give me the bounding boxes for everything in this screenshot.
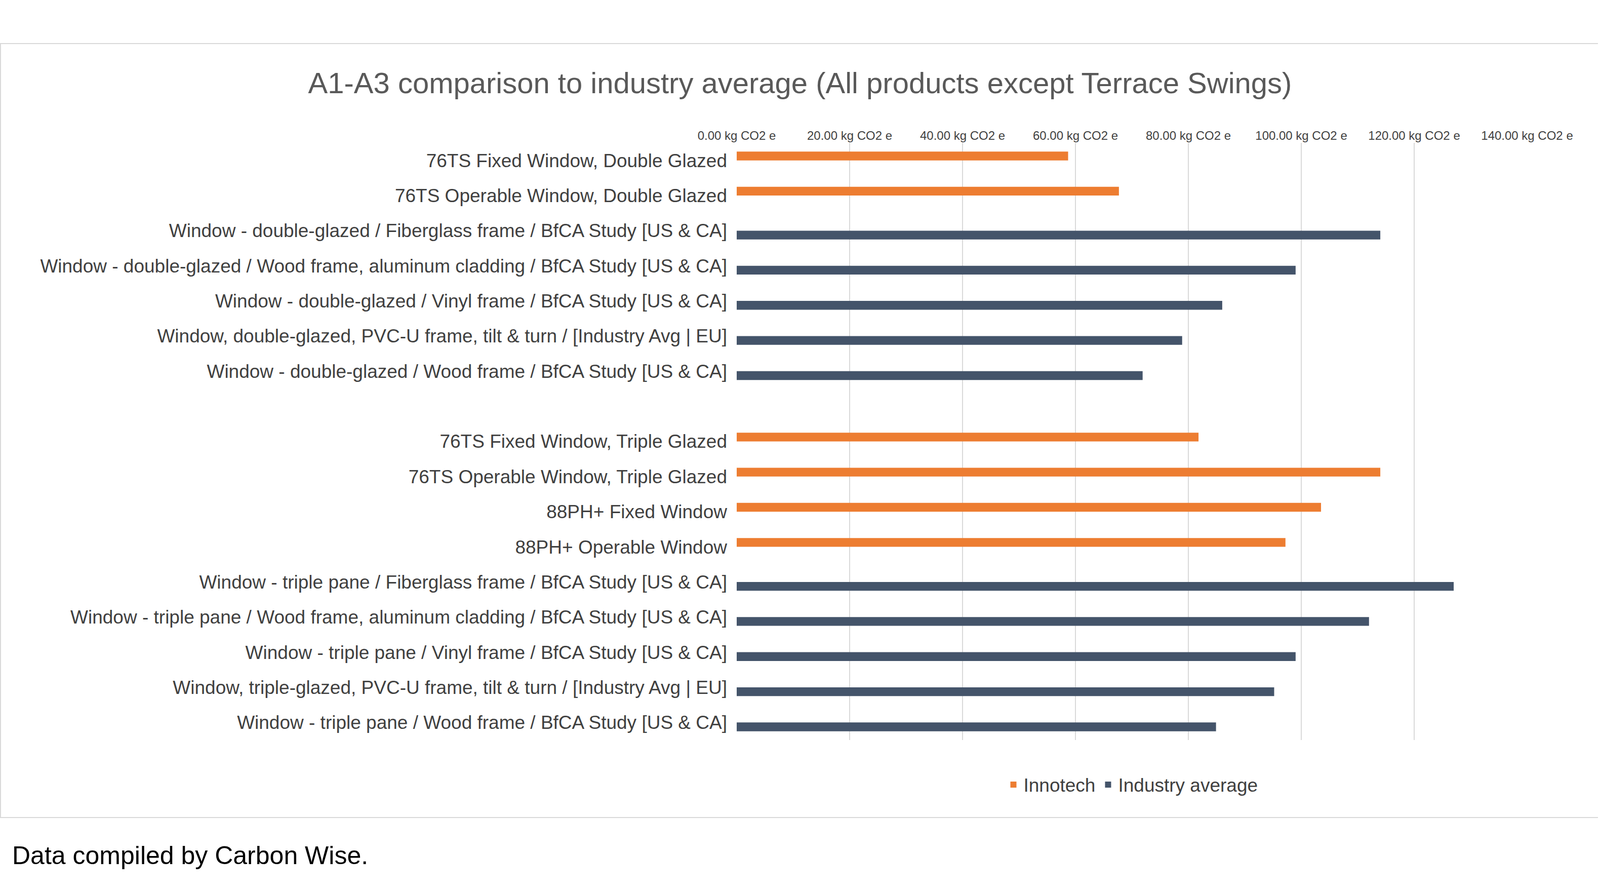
svg-text:Window - double-glazed / Fiber: Window - double-glazed / Fiberglass fram… <box>169 220 728 242</box>
svg-text:A1-A3 comparison to industry a: A1-A3 comparison to industry average (Al… <box>308 66 1293 100</box>
svg-text:100.00 kg CO2 e: 100.00 kg CO2 e <box>1255 128 1347 143</box>
svg-text:76TS Operable Window, Triple G: 76TS Operable Window, Triple Glazed <box>408 466 728 488</box>
svg-text:Industry average: Industry average <box>1117 774 1258 796</box>
svg-text:76TS Fixed Window, Triple Glaz: 76TS Fixed Window, Triple Glazed <box>439 430 728 452</box>
svg-text:0.00 kg CO2 e: 0.00 kg CO2 e <box>697 128 777 143</box>
svg-text:140.00 kg CO2 e: 140.00 kg CO2 e <box>1481 128 1573 143</box>
svg-text:Window - triple pane / Wood fr: Window - triple pane / Wood frame, alumi… <box>70 606 728 628</box>
svg-text:Window - triple pane / Wood fr: Window - triple pane / Wood frame / BfCA… <box>236 711 728 733</box>
svg-text:88PH+ Fixed Window: 88PH+ Fixed Window <box>546 501 728 523</box>
svg-text:60.00 kg CO2 e: 60.00 kg CO2 e <box>1032 128 1118 143</box>
svg-text:Window - double-glazed / Wood: Window - double-glazed / Wood frame, alu… <box>40 255 728 277</box>
svg-text:Window - double-glazed / Vinyl: Window - double-glazed / Vinyl frame / B… <box>215 290 728 312</box>
svg-text:120.00 kg CO2 e: 120.00 kg CO2 e <box>1368 128 1460 143</box>
svg-text:40.00 kg CO2 e: 40.00 kg CO2 e <box>920 128 1006 143</box>
svg-text:Window - triple pane / Fibergl: Window - triple pane / Fiberglass frame … <box>198 571 728 593</box>
svg-text:Window - triple pane / Vinyl f: Window - triple pane / Vinyl frame / BfC… <box>245 642 728 663</box>
svg-text:Innotech: Innotech <box>1023 774 1096 796</box>
svg-text:88PH+ Operable Window: 88PH+ Operable Window <box>514 536 728 558</box>
svg-text:Window, triple-glazed, PVC-U f: Window, triple-glazed, PVC-U frame, tilt… <box>172 676 728 698</box>
svg-text:20.00 kg CO2 e: 20.00 kg CO2 e <box>807 128 893 143</box>
svg-text:76TS Operable Window, Double G: 76TS Operable Window, Double Glazed <box>394 185 728 207</box>
svg-text:Window, double-glazed, PVC-U f: Window, double-glazed, PVC-U frame, tilt… <box>156 325 728 347</box>
svg-text:76TS Fixed Window, Double Glaz: 76TS Fixed Window, Double Glazed <box>426 150 728 172</box>
html-text:Data compiled by Carbon Wise.: Data compiled by Carbon Wise. <box>12 841 369 870</box>
svg-text:Window - double-glazed / Wood: Window - double-glazed / Wood frame / Bf… <box>206 361 728 382</box>
svg-text:80.00 kg CO2 e: 80.00 kg CO2 e <box>1145 128 1231 143</box>
